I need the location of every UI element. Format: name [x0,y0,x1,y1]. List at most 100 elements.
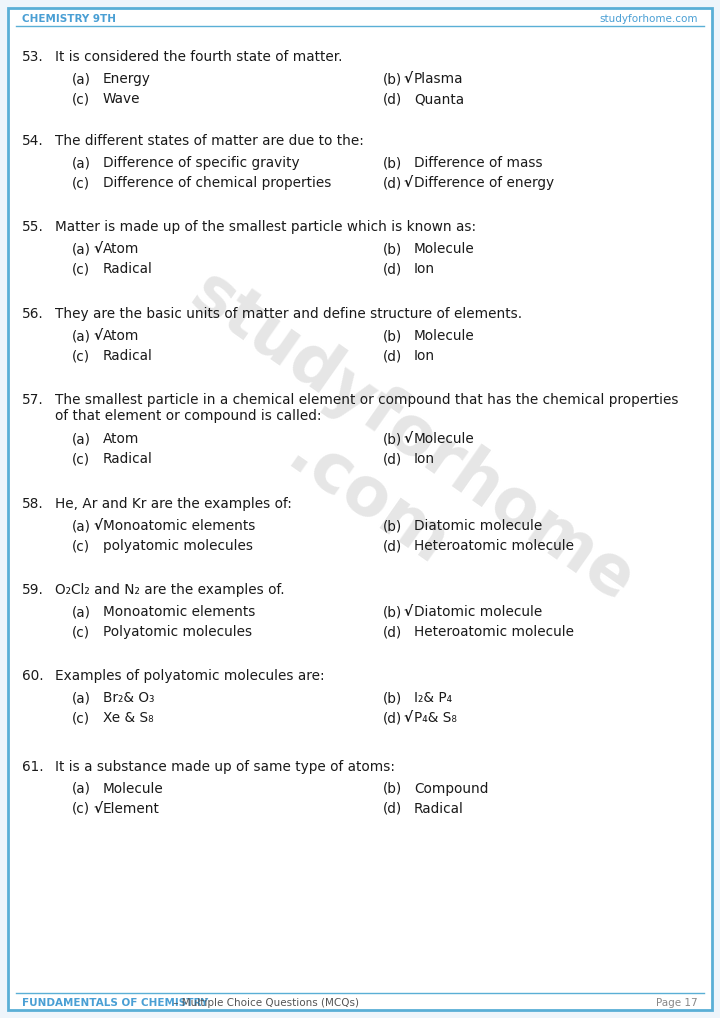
Text: polyatomic molecules: polyatomic molecules [103,539,253,553]
Text: O₂Cl₂ and N₂ are the examples of.: O₂Cl₂ and N₂ are the examples of. [55,583,284,597]
Text: Molecule: Molecule [103,782,163,796]
Text: Radical: Radical [103,349,153,363]
Text: Difference of specific gravity: Difference of specific gravity [103,156,300,170]
Text: It is considered the fourth state of matter.: It is considered the fourth state of mat… [55,50,343,64]
Text: 56.: 56. [22,307,44,321]
Text: The different states of matter are due to the:: The different states of matter are due t… [55,134,364,148]
Text: – Multiple Choice Questions (MCQs): – Multiple Choice Questions (MCQs) [170,998,359,1008]
Text: √: √ [93,329,102,343]
Text: (c): (c) [72,349,90,363]
Text: (d): (d) [383,711,402,725]
Text: Monoatomic elements: Monoatomic elements [103,519,256,533]
Text: Wave: Wave [103,92,140,106]
Text: (c): (c) [72,802,90,816]
Text: (a): (a) [72,782,91,796]
Text: Page 17: Page 17 [657,998,698,1008]
Text: (c): (c) [72,176,90,190]
Text: (c): (c) [72,92,90,106]
Text: (c): (c) [72,711,90,725]
Text: Br₂& O₃: Br₂& O₃ [103,691,155,705]
Text: Difference of chemical properties: Difference of chemical properties [103,176,331,190]
Text: FUNDAMENTALS OF CHEMISTRY: FUNDAMENTALS OF CHEMISTRY [22,998,208,1008]
Text: 55.: 55. [22,220,44,234]
Text: (d): (d) [383,625,402,639]
Text: (a): (a) [72,691,91,705]
Text: Matter is made up of the smallest particle which is known as:: Matter is made up of the smallest partic… [55,220,476,234]
Text: P₄& S₈: P₄& S₈ [414,711,457,725]
Text: Atom: Atom [103,242,140,256]
Text: CHEMISTRY 9TH: CHEMISTRY 9TH [22,14,116,24]
Text: (d): (d) [383,176,402,190]
Text: √: √ [404,711,413,725]
Text: (a): (a) [72,242,91,256]
Text: Radical: Radical [103,262,153,276]
Text: (d): (d) [383,539,402,553]
Text: (a): (a) [72,72,91,86]
Text: (d): (d) [383,802,402,816]
Text: Quanta: Quanta [414,92,464,106]
Text: (b): (b) [383,782,402,796]
Text: √: √ [404,72,413,86]
Text: Ion: Ion [414,262,435,276]
Text: (b): (b) [383,242,402,256]
Text: Difference of mass: Difference of mass [414,156,543,170]
Text: Heteroatomic molecule: Heteroatomic molecule [414,625,574,639]
Text: They are the basic units of matter and define structure of elements.: They are the basic units of matter and d… [55,307,522,321]
Text: (b): (b) [383,519,402,533]
Text: Molecule: Molecule [414,329,474,343]
Text: (a): (a) [72,432,91,446]
Text: Molecule: Molecule [414,242,474,256]
Text: (a): (a) [72,605,91,619]
Text: Energy: Energy [103,72,151,86]
Text: (b): (b) [383,72,402,86]
Text: √: √ [93,519,102,533]
Text: (b): (b) [383,329,402,343]
Text: studyforhome.com: studyforhome.com [600,14,698,24]
Text: (a): (a) [72,329,91,343]
Text: √: √ [404,432,413,446]
Text: Radical: Radical [103,452,153,466]
Text: He, Ar and Kr are the examples of:: He, Ar and Kr are the examples of: [55,497,292,511]
Text: Atom: Atom [103,329,140,343]
Text: Diatomic molecule: Diatomic molecule [414,605,542,619]
Text: (c): (c) [72,262,90,276]
Text: 58.: 58. [22,497,44,511]
Text: Polyatomic molecules: Polyatomic molecules [103,625,252,639]
Text: of that element or compound is called:: of that element or compound is called: [55,409,322,423]
Text: Examples of polyatomic molecules are:: Examples of polyatomic molecules are: [55,669,325,683]
Text: Molecule: Molecule [414,432,474,446]
Text: I₂& P₄: I₂& P₄ [414,691,452,705]
Text: studyforhome
.com: studyforhome .com [134,261,647,679]
Text: Atom: Atom [103,432,140,446]
Text: Heteroatomic molecule: Heteroatomic molecule [414,539,574,553]
Text: √: √ [404,605,413,619]
Text: Ion: Ion [414,349,435,363]
Text: Diatomic molecule: Diatomic molecule [414,519,542,533]
Text: Difference of energy: Difference of energy [414,176,554,190]
Text: 61.: 61. [22,760,44,774]
Text: (b): (b) [383,605,402,619]
Text: Element: Element [103,802,160,816]
Text: (a): (a) [72,156,91,170]
Text: (c): (c) [72,539,90,553]
Text: √: √ [404,176,413,190]
Text: Xe & S₈: Xe & S₈ [103,711,153,725]
Text: It is a substance made up of same type of atoms:: It is a substance made up of same type o… [55,760,395,774]
Text: 59.: 59. [22,583,44,597]
Text: √: √ [93,802,102,816]
Text: 54.: 54. [22,134,44,148]
Text: (c): (c) [72,452,90,466]
Text: (b): (b) [383,432,402,446]
Text: The smallest particle in a chemical element or compound that has the chemical pr: The smallest particle in a chemical elem… [55,393,678,407]
Text: Compound: Compound [414,782,488,796]
Text: (d): (d) [383,349,402,363]
Text: (a): (a) [72,519,91,533]
Text: Ion: Ion [414,452,435,466]
Text: (d): (d) [383,262,402,276]
Text: Plasma: Plasma [414,72,464,86]
Text: (b): (b) [383,156,402,170]
Text: (d): (d) [383,92,402,106]
Text: Radical: Radical [414,802,464,816]
Text: Monoatomic elements: Monoatomic elements [103,605,256,619]
Text: √: √ [93,242,102,256]
